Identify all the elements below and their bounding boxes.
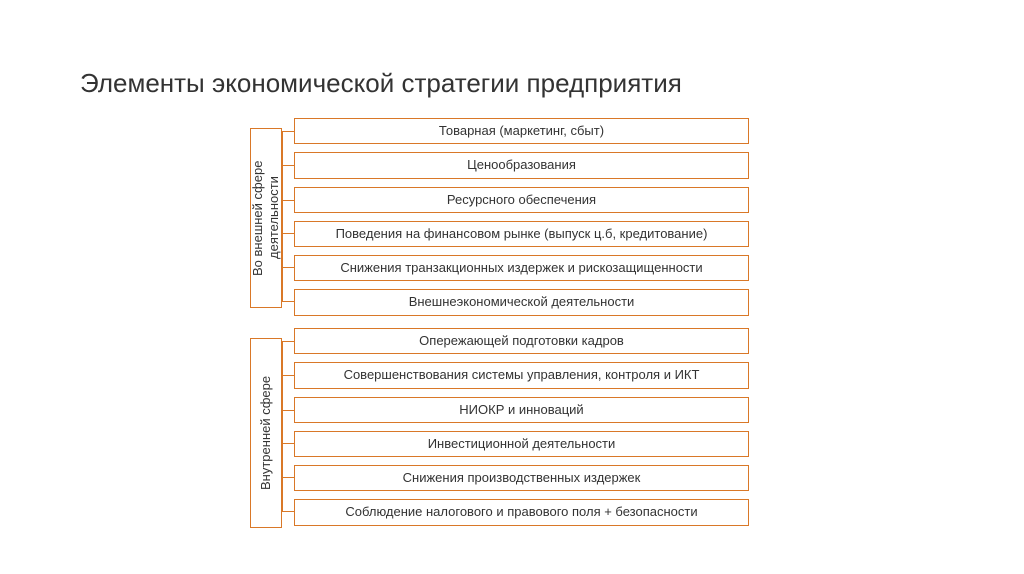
connector <box>282 433 294 512</box>
item-box: Ценообразования <box>294 152 749 178</box>
item-box: НИОКР и инноваций <box>294 397 749 423</box>
group-label-internal: Внутренней сфере <box>250 338 282 528</box>
item-box: Соблюдение налогового и правового поля +… <box>294 499 749 525</box>
item-box: Внешнеэкономической деятельности <box>294 289 749 315</box>
connector <box>282 218 294 302</box>
connector <box>282 200 294 218</box>
item-box: Инвестиционной деятельности <box>294 431 749 457</box>
connector <box>282 410 294 433</box>
group-internal: Внутренней сфере Опережающей подготовки … <box>280 328 749 534</box>
group-external: Во внешней сфере деятельности Товарная (… <box>280 118 749 324</box>
items-external: Товарная (маркетинг, сбыт) Ценообразовани… <box>280 118 749 316</box>
item-box: Совершенствования системы управления, ко… <box>294 362 749 388</box>
item-box: Поведения на финансовом рынке (выпуск ц.… <box>294 221 749 247</box>
item-box: Снижения транзакционных издержек и риско… <box>294 255 749 281</box>
item-box: Опережающей подготовки кадров <box>294 328 749 354</box>
page-title: Элементы экономической стратегии предпри… <box>80 68 682 99</box>
item-box: Снижения производственных издержек <box>294 465 749 491</box>
item-box: Ресурсного обеспечения <box>294 187 749 213</box>
item-box: Товарная (маркетинг, сбыт) <box>294 118 749 144</box>
group-label-external: Во внешней сфере деятельности <box>250 128 282 308</box>
items-internal: Опережающей подготовки кадров Совершенств… <box>280 328 749 526</box>
